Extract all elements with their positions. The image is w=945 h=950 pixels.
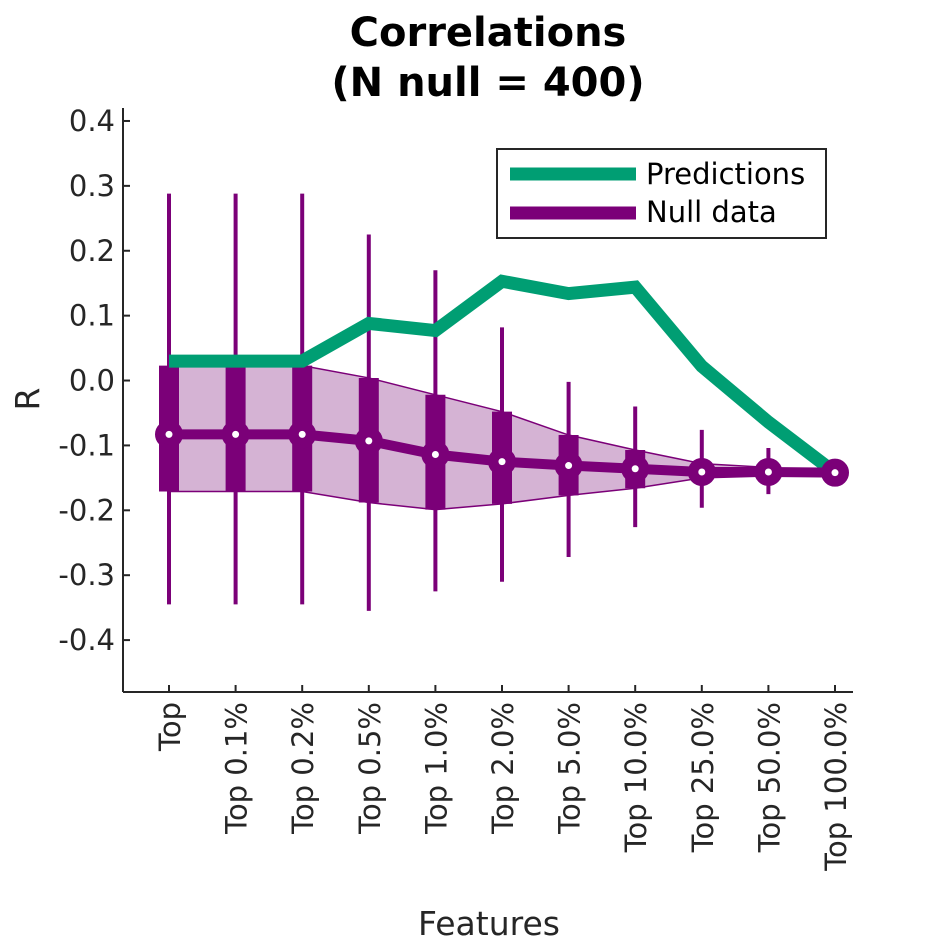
plot-area	[155, 193, 849, 611]
x-tick-label: Top 2.0%	[486, 702, 520, 835]
null-median-dot	[498, 458, 506, 466]
x-tick-label: Top 0.2%	[286, 702, 320, 835]
y-tick-label: 0.3	[69, 169, 115, 203]
null-median-dot	[764, 468, 772, 476]
axes: -0.4 -0.3 -0.2 -0.1 0.0 0.1 0.2 0.3 0.4 Top Top 0.…	[58, 104, 853, 872]
y-tick-label: 0.2	[69, 234, 115, 268]
null-median-dot	[631, 465, 639, 473]
null-median-dot	[165, 430, 173, 438]
legend-label-null: Null data	[646, 195, 777, 229]
x-tick-label: Top	[153, 702, 187, 752]
x-tick-label: Top 50.0%	[752, 702, 786, 853]
y-tick-label: -0.4	[58, 623, 115, 657]
predictions-line	[169, 274, 839, 478]
null-median-dot	[365, 437, 373, 445]
null-median-dot	[298, 430, 306, 438]
chart-title-line-1: Correlations	[350, 10, 627, 56]
null-median-dot	[698, 468, 706, 476]
legend: Predictions Null data	[496, 148, 827, 239]
x-tick-label: Top 25.0%	[686, 702, 720, 853]
null-median-dot	[232, 430, 240, 438]
x-tick-label: Top 5.0%	[553, 702, 587, 835]
legend-label-predictions: Predictions	[646, 157, 805, 191]
y-tick-label: 0.0	[69, 364, 115, 398]
x-tick-label: Top 0.5%	[353, 702, 387, 835]
x-tick-label: Top 100.0%	[819, 702, 853, 872]
y-tick-label: -0.3	[58, 558, 115, 592]
x-tick-label: Top 10.0%	[619, 702, 653, 853]
y-tick-label: -0.1	[58, 428, 115, 462]
x-tick-label: Top 1.0%	[419, 702, 453, 835]
y-tick-label: 0.4	[69, 104, 115, 138]
y-axis-label: R	[8, 388, 47, 411]
x-axis-label: Features	[418, 904, 560, 943]
chart-title-line-2: (N null = 400)	[331, 60, 644, 106]
null-median-dot	[565, 462, 573, 470]
legend-box	[496, 148, 827, 239]
x-tick-label: Top 0.1%	[220, 702, 254, 835]
y-tick-label: 0.1	[69, 299, 115, 333]
null-median-dot	[831, 469, 839, 477]
y-tick-label: -0.2	[58, 493, 115, 527]
null-median-dot	[431, 451, 439, 459]
